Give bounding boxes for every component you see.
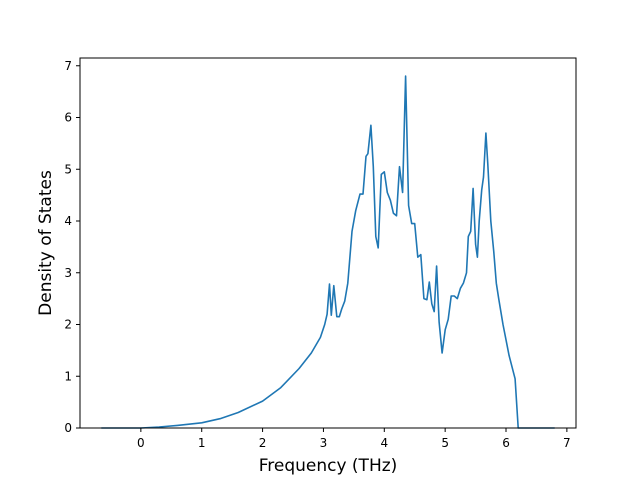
y-tick-label: 6 [64, 111, 72, 125]
x-tick-label: 7 [563, 436, 571, 450]
y-tick-label: 4 [64, 214, 72, 228]
x-tick-label: 2 [259, 436, 267, 450]
x-tick-label: 3 [320, 436, 328, 450]
y-tick-label: 7 [64, 59, 72, 73]
y-tick-label: 0 [64, 421, 72, 435]
y-tick-label: 1 [64, 369, 72, 383]
x-axis-label: Frequency (THz) [259, 456, 398, 476]
x-tick-label: 0 [137, 436, 145, 450]
x-tick-label: 4 [380, 436, 388, 450]
x-tick-label: 1 [198, 436, 206, 450]
plot-frame [79, 57, 577, 429]
x-tick-label: 5 [441, 436, 449, 450]
y-tick-label: 3 [64, 266, 72, 280]
series-line-0 [101, 75, 555, 429]
y-axis-label: Density of States [36, 170, 56, 316]
y-tick-label: 2 [64, 318, 72, 332]
x-tick-label: 6 [502, 436, 510, 450]
y-tick-label: 5 [64, 162, 72, 176]
